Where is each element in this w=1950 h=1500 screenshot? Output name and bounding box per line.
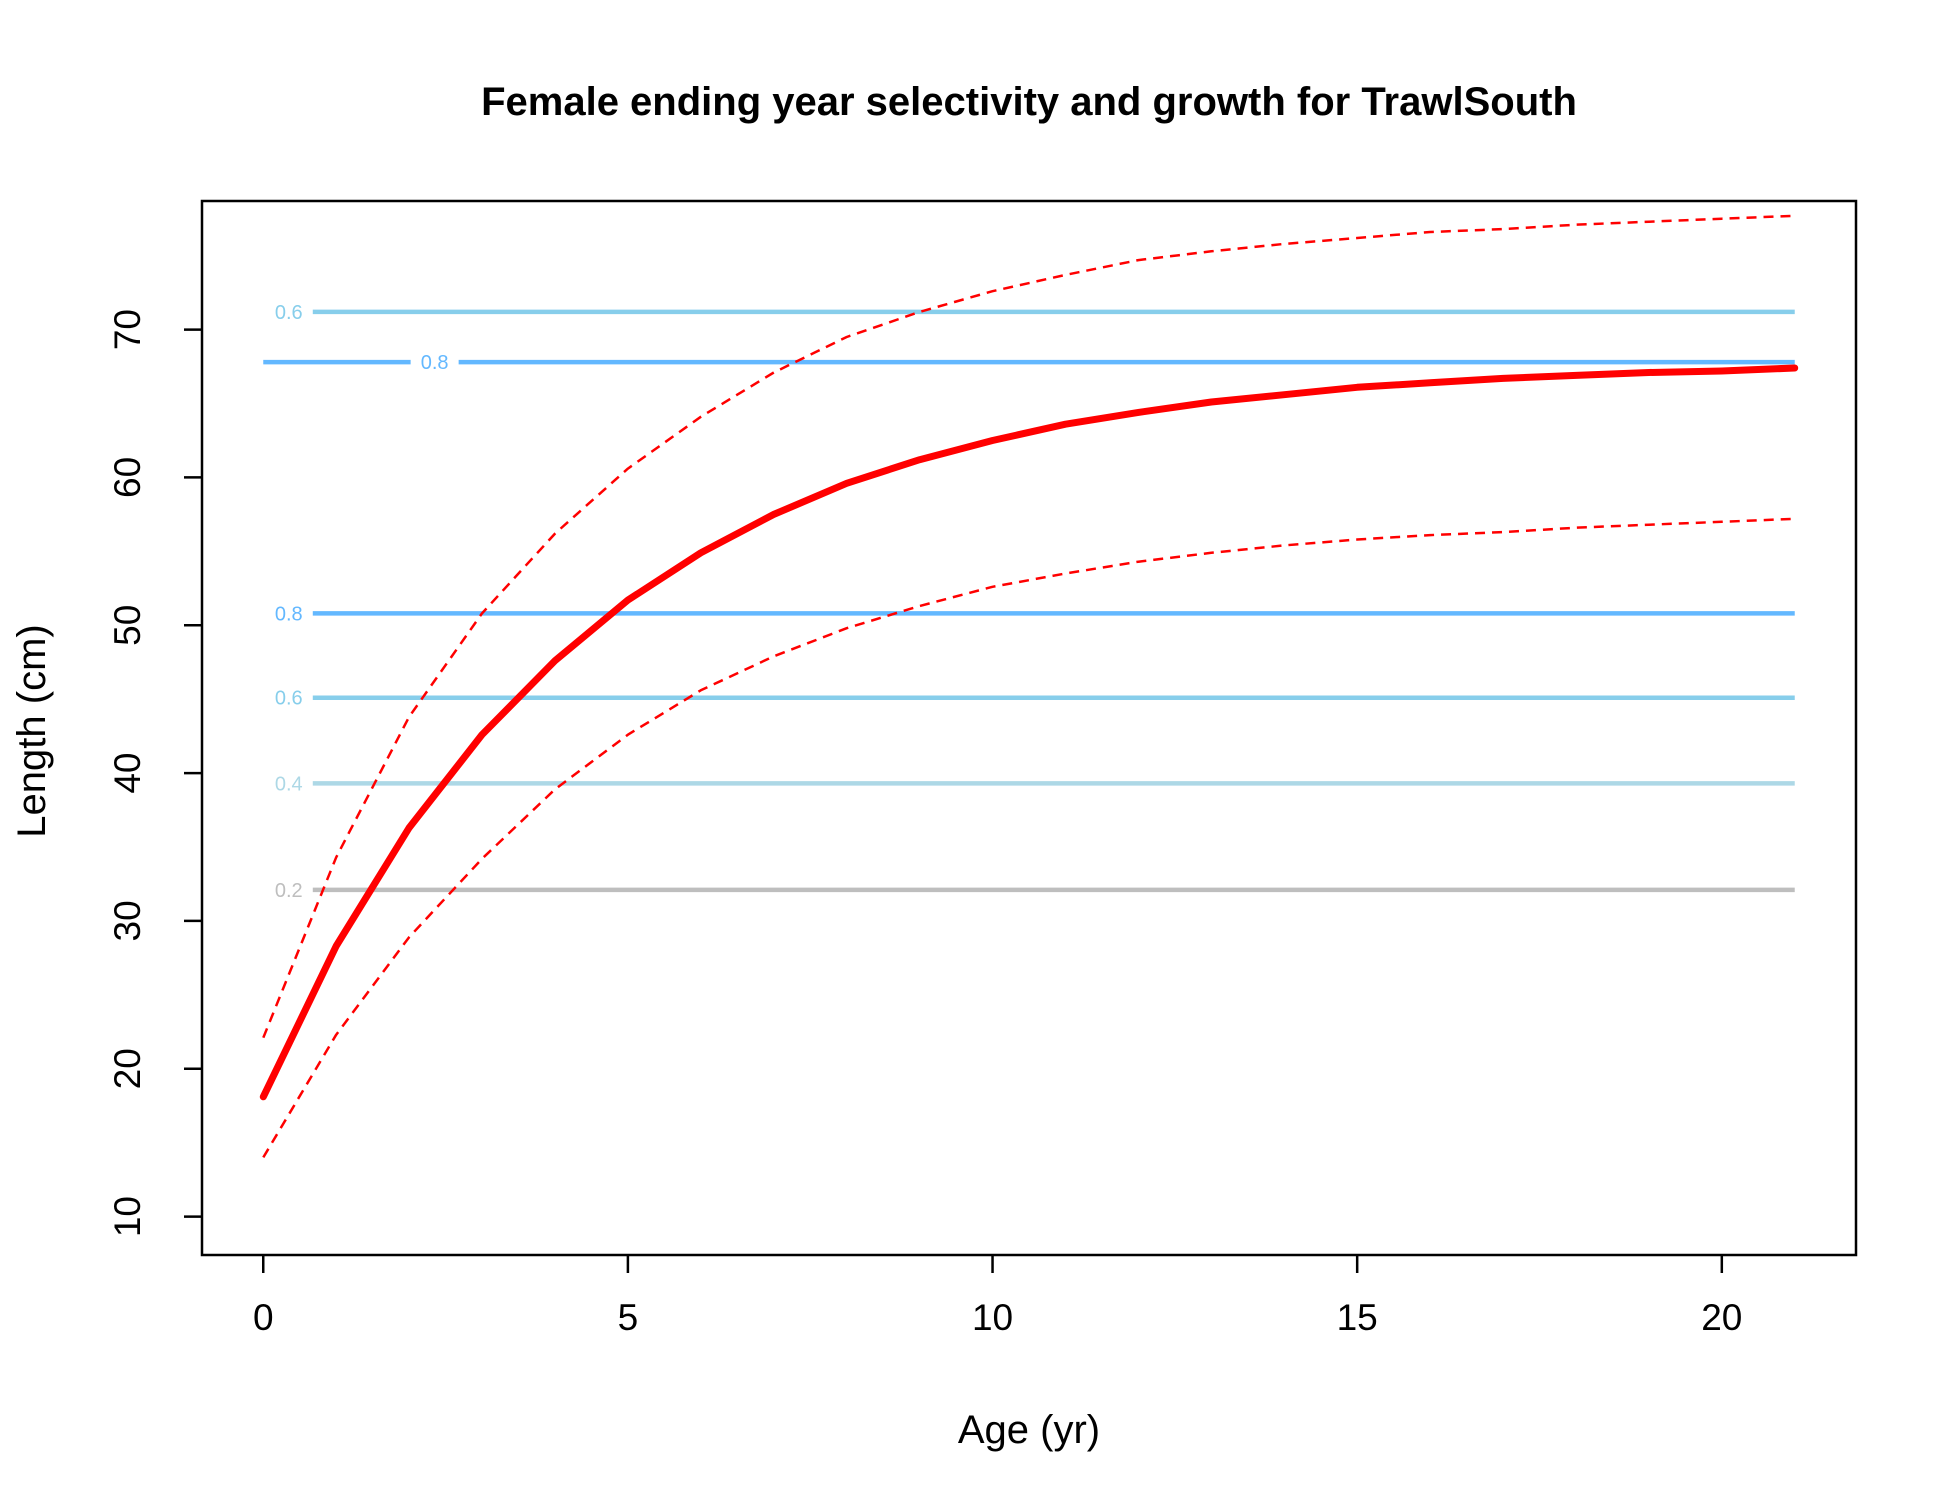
y-tick-label-20: 20 <box>107 1048 148 1089</box>
contour-label-3: 0.8 <box>275 603 303 625</box>
y-tick-label-30: 30 <box>107 900 148 941</box>
contour-label-1: 0.4 <box>275 773 303 795</box>
x-tick-label-0: 0 <box>253 1297 274 1338</box>
y-axis-title: Length (cm) <box>10 624 54 837</box>
y-tick-label-40: 40 <box>107 753 148 794</box>
contour-label-4: 0.8 <box>421 352 449 374</box>
x-tick-label-5: 5 <box>618 1297 639 1338</box>
y-tick-label-10: 10 <box>107 1196 148 1237</box>
y-tick-label-60: 60 <box>107 457 148 498</box>
contour-label-2: 0.6 <box>275 688 303 710</box>
chart-title: Female ending year selectivity and growt… <box>481 80 1577 124</box>
x-tick-label-10: 10 <box>972 1297 1013 1338</box>
x-axis-title: Age (yr) <box>958 1408 1100 1452</box>
contour-label-0: 0.2 <box>275 880 303 902</box>
contour-label-5: 0.6 <box>275 302 303 324</box>
x-tick-label-15: 15 <box>1337 1297 1378 1338</box>
plot-frame <box>200 199 1858 1257</box>
y-tick-label-70: 70 <box>107 309 148 350</box>
series-line-mean-growth <box>259 364 1799 1101</box>
y-tick-label-50: 50 <box>107 605 148 646</box>
x-tick-label-20: 20 <box>1701 1297 1742 1338</box>
plot-area: 0 5 10 15 20 10 20 30 40 50 60 70 0.2 0.4 0.6 0.8 0.8 0.6 <box>107 199 1858 1338</box>
series-line-upper-interval <box>262 214 1795 1039</box>
